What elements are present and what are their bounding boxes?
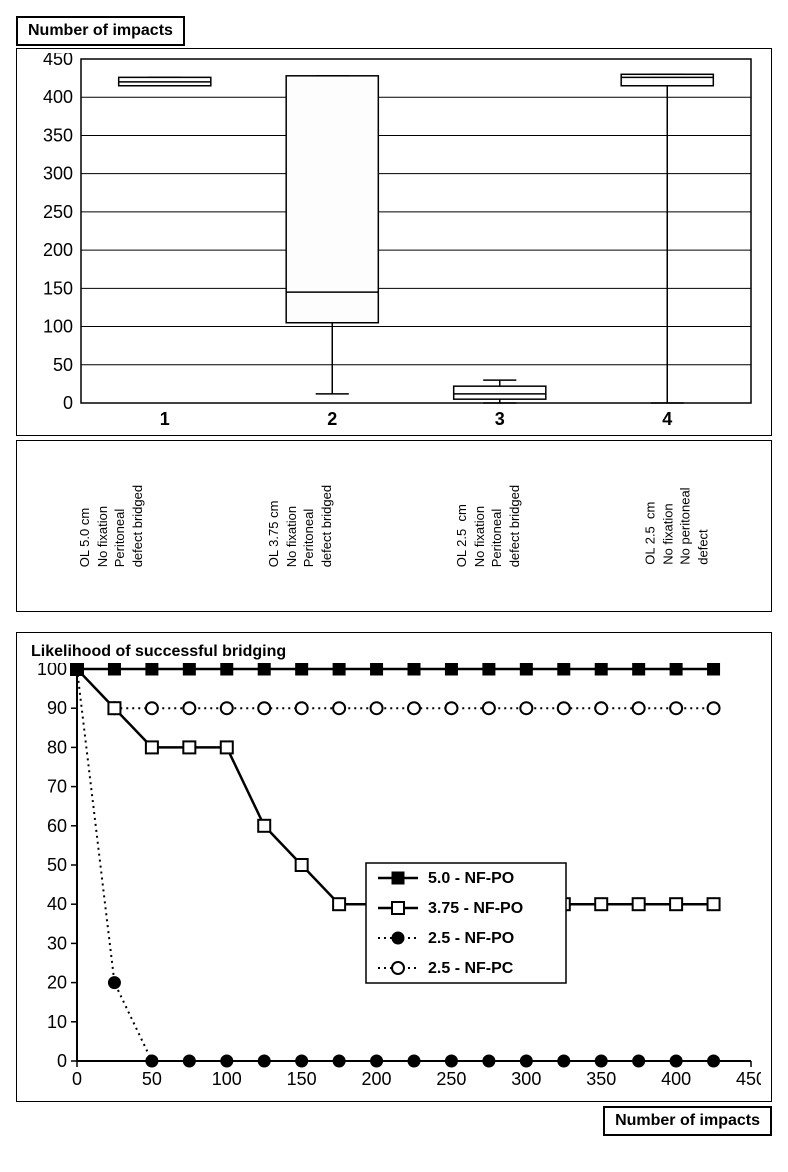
svg-text:450: 450 xyxy=(43,53,73,69)
svg-text:90: 90 xyxy=(47,698,67,718)
svg-text:50: 50 xyxy=(53,355,73,375)
svg-text:1: 1 xyxy=(160,409,170,429)
svg-text:100: 100 xyxy=(43,317,73,337)
svg-text:300: 300 xyxy=(43,164,73,184)
svg-text:40: 40 xyxy=(47,894,67,914)
bottom-panel: Likelihood of successful bridging 0 10 20 3… xyxy=(16,632,772,1136)
svg-text:0: 0 xyxy=(63,393,73,413)
svg-text:250: 250 xyxy=(436,1069,466,1089)
svg-text:3: 3 xyxy=(495,409,505,429)
boxplot-svg: 0 50 100 150 200 250 300 350 400 450 1 2 3 4 xyxy=(21,53,761,433)
svg-text:100: 100 xyxy=(212,1069,242,1089)
svg-text:250: 250 xyxy=(43,202,73,222)
svg-text:50: 50 xyxy=(47,855,67,875)
svg-text:100: 100 xyxy=(37,663,67,679)
svg-text:400: 400 xyxy=(661,1069,691,1089)
svg-text:3.75 - NF-PO: 3.75 - NF-PO xyxy=(428,900,523,917)
svg-text:150: 150 xyxy=(287,1069,317,1089)
svg-text:50: 50 xyxy=(142,1069,162,1089)
svg-text:300: 300 xyxy=(511,1069,541,1089)
line-svg: 0 10 20 30 40 50 60 70 80 90 100 0 50 100 150 200 250 300… xyxy=(21,663,761,1095)
svg-text:2.5 - NF-PO: 2.5 - NF-PO xyxy=(428,930,514,947)
svg-text:4: 4 xyxy=(662,409,672,429)
boxplot-frame: 0 50 100 150 200 250 300 350 400 450 1 2 3 4 xyxy=(16,48,772,436)
svg-text:200: 200 xyxy=(362,1069,392,1089)
svg-text:70: 70 xyxy=(47,777,67,797)
svg-text:150: 150 xyxy=(43,278,73,298)
linechart-frame: Likelihood of successful bridging 0 10 20 3… xyxy=(16,632,772,1102)
category-labels-box: OL 5.0 cmNo fixationPeritonealdefect bri… xyxy=(16,440,772,612)
category-label: OL 2.5 cmNo fixationNo peritonealdefect xyxy=(583,449,772,603)
svg-text:5.0 - NF-PO: 5.0 - NF-PO xyxy=(428,870,514,887)
category-label: OL 5.0 cmNo fixationPeritonealdefect bri… xyxy=(17,449,206,603)
svg-text:350: 350 xyxy=(43,125,73,145)
svg-text:2.5 - NF-PC: 2.5 - NF-PC xyxy=(428,960,514,977)
svg-text:2: 2 xyxy=(327,409,337,429)
figure-root: Number of impacts 0501001502002503003504… xyxy=(16,16,772,1136)
svg-text:400: 400 xyxy=(43,87,73,107)
svg-text:350: 350 xyxy=(586,1069,616,1089)
svg-text:60: 60 xyxy=(47,816,67,836)
bottom-xlabel: Number of impacts xyxy=(603,1106,772,1136)
top-title: Number of impacts xyxy=(16,16,185,46)
svg-text:20: 20 xyxy=(47,973,67,993)
svg-text:30: 30 xyxy=(47,933,67,953)
svg-text:0: 0 xyxy=(57,1051,67,1071)
bottom-title: Likelihood of successful bridging xyxy=(27,641,290,663)
svg-text:200: 200 xyxy=(43,240,73,260)
svg-text:0: 0 xyxy=(72,1069,82,1089)
category-label: OL 3.75 cmNo fixationPeritonealdefect br… xyxy=(206,449,395,603)
svg-text:450: 450 xyxy=(736,1069,761,1089)
svg-text:10: 10 xyxy=(47,1012,67,1032)
category-label: OL 2.5 cmNo fixationPeritonealdefect bri… xyxy=(394,449,583,603)
svg-text:80: 80 xyxy=(47,737,67,757)
top-panel: Number of impacts 0 50 100 150 200 250 300 350 4… xyxy=(16,16,772,612)
